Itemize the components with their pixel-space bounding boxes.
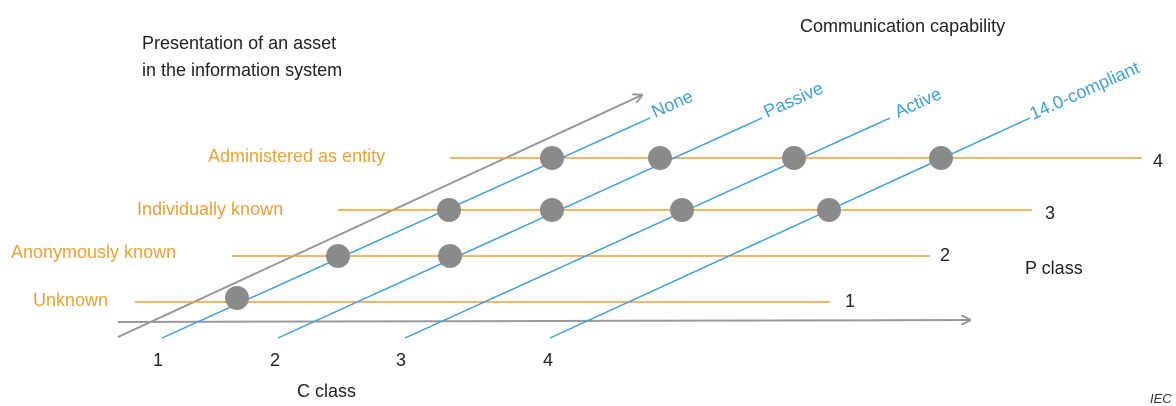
diagonal-axis xyxy=(117,95,642,338)
intersection-dots xyxy=(225,146,953,310)
c-label-none: None xyxy=(648,86,695,122)
iec-watermark: IEC xyxy=(1150,391,1172,406)
p-label-unknown: Unknown xyxy=(33,290,108,310)
c-line-passive xyxy=(277,117,763,339)
p-axis-label: P class xyxy=(1025,258,1083,278)
dot xyxy=(540,146,564,170)
dot xyxy=(670,198,694,222)
dot xyxy=(782,146,806,170)
dot xyxy=(437,198,461,222)
c-label-passive: Passive xyxy=(760,78,826,122)
c-number-4: 4 xyxy=(543,350,553,370)
c-label-14-compliant: 14.0-compliant xyxy=(1026,57,1142,123)
c-axis-label: C class xyxy=(297,381,356,401)
dot xyxy=(540,198,564,222)
c-class-axis xyxy=(117,320,970,322)
p-label-administered-as-entity: Administered as entity xyxy=(208,146,385,166)
dot xyxy=(929,146,953,170)
dot xyxy=(438,244,462,268)
right-title: Communication capability xyxy=(800,16,1005,36)
c-line-active xyxy=(404,117,891,339)
dot xyxy=(326,244,350,268)
p-label-anonymously-known: Anonymously known xyxy=(11,242,176,262)
c-number-1: 1 xyxy=(153,350,163,370)
dot xyxy=(225,286,249,310)
c-label-active: Active xyxy=(891,83,944,121)
p-number-1: 1 xyxy=(845,291,855,311)
c-number-3: 3 xyxy=(396,350,406,370)
left-title-line-1: Presentation of an asset xyxy=(142,33,336,53)
p-number-2: 2 xyxy=(940,245,950,265)
c-number-2: 2 xyxy=(270,350,280,370)
p-number-4: 4 xyxy=(1153,151,1163,171)
p-label-individually-known: Individually known xyxy=(137,199,283,219)
dot xyxy=(817,198,841,222)
left-title-line-2: in the information system xyxy=(142,60,342,80)
dot xyxy=(648,146,672,170)
p-number-3: 3 xyxy=(1045,203,1055,223)
